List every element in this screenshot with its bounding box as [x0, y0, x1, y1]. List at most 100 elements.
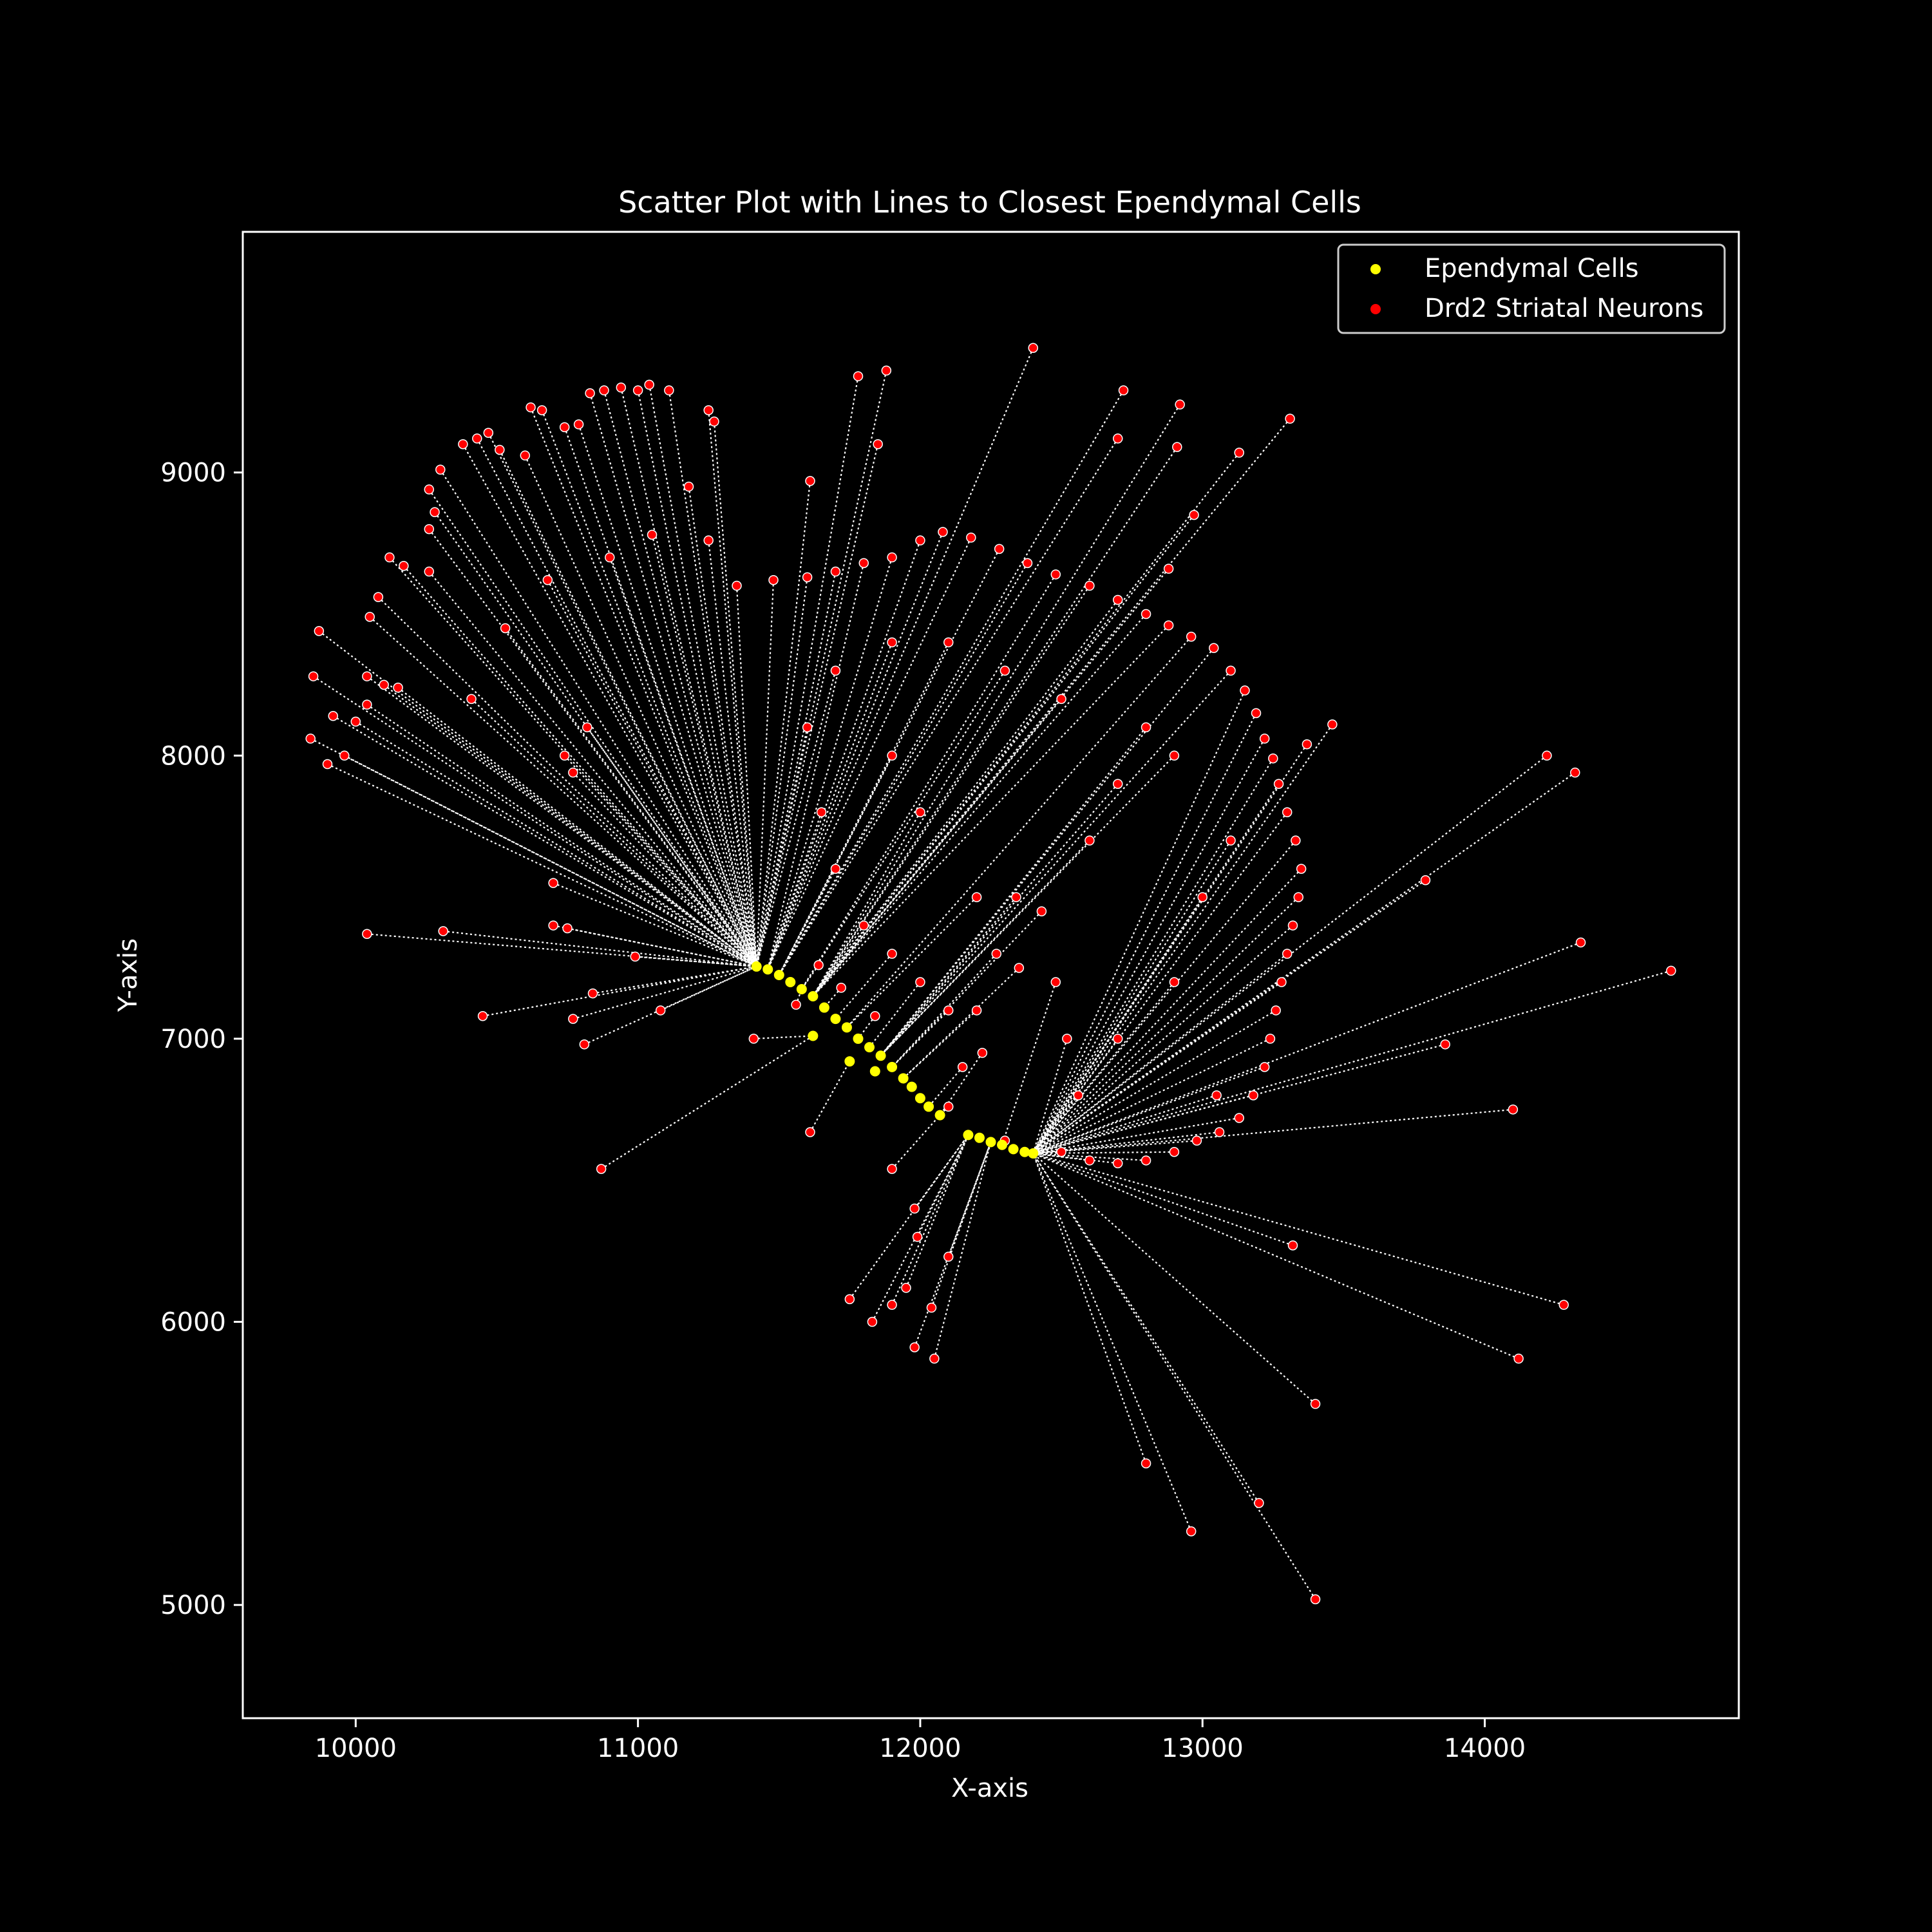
- neuron-point: [1327, 719, 1338, 730]
- ependymal-point: [963, 1130, 974, 1141]
- connector-line: [1032, 840, 1231, 1154]
- connector-line: [564, 426, 757, 967]
- neuron-point: [858, 920, 869, 931]
- connector-line: [778, 562, 1028, 976]
- neuron-point: [472, 433, 482, 444]
- connector-line: [812, 418, 1291, 997]
- connector-line: [905, 1134, 969, 1289]
- neuron-point: [362, 929, 372, 940]
- neuron-point: [1211, 1090, 1222, 1101]
- neuron-point: [644, 379, 654, 390]
- neuron-point: [683, 481, 694, 492]
- neuron-point: [1084, 1155, 1095, 1166]
- neuron-point: [966, 533, 976, 543]
- neuron-point: [1172, 442, 1182, 452]
- connector-line: [1033, 1152, 1118, 1164]
- connector-line: [609, 557, 757, 967]
- neuron-point: [1282, 949, 1293, 959]
- connector-line: [439, 469, 757, 967]
- connector-line: [812, 811, 921, 997]
- connector-line: [1032, 690, 1245, 1154]
- connector-line: [383, 684, 757, 967]
- neuron-point: [802, 722, 813, 733]
- neuron-point: [1191, 1135, 1202, 1146]
- neuron-point: [350, 716, 361, 727]
- connector-line: [1032, 724, 1333, 1154]
- neuron-point: [328, 710, 339, 721]
- neuron-point: [853, 371, 864, 381]
- neuron-point: [929, 1353, 940, 1364]
- ependymal-point: [898, 1073, 909, 1084]
- neuron-point: [599, 385, 609, 395]
- connector-line: [755, 727, 808, 967]
- neuron-point: [1062, 1034, 1072, 1044]
- neuron-point: [943, 637, 954, 648]
- neuron-point: [1014, 963, 1025, 973]
- ependymal-point: [853, 1033, 864, 1044]
- neuron-point: [1011, 892, 1021, 902]
- connector-line: [1032, 942, 1581, 1154]
- neuron-point: [365, 612, 375, 622]
- neuron-point: [1558, 1300, 1569, 1310]
- legend-label-neuron: Drd2 Striatal Neurons: [1425, 294, 1703, 323]
- neuron-point: [1112, 594, 1123, 605]
- ependymal-point: [1019, 1146, 1030, 1157]
- ependymal-point: [985, 1137, 996, 1148]
- neuron-point: [308, 671, 319, 681]
- neuron-point: [1028, 343, 1038, 353]
- connector-line: [332, 715, 757, 967]
- connector-line: [778, 641, 949, 976]
- ependymal-point: [906, 1081, 917, 1092]
- neuron-point: [830, 566, 841, 577]
- connector-line: [1001, 981, 1057, 1146]
- neuron-point: [938, 527, 948, 537]
- connector-line: [933, 1142, 992, 1359]
- connector-line: [812, 404, 1181, 997]
- neuron-point: [1276, 977, 1287, 987]
- neuron-point: [957, 1062, 968, 1072]
- connector-line: [318, 630, 757, 967]
- connector-line: [547, 580, 757, 967]
- neuron-point: [536, 405, 547, 415]
- neuron-point: [791, 999, 801, 1010]
- neuron-point: [887, 637, 897, 648]
- neuron-point: [483, 428, 494, 438]
- neuron-point: [813, 960, 824, 971]
- ependymal-point: [819, 1002, 829, 1013]
- neuron-point: [870, 1010, 880, 1021]
- neuron-point: [1141, 1155, 1151, 1166]
- neuron-point: [1234, 448, 1244, 458]
- neuron-point: [1226, 835, 1236, 846]
- neuron-point: [805, 476, 815, 486]
- neuron-point: [1287, 1240, 1298, 1251]
- neuron-point: [1420, 875, 1431, 886]
- neuron-point: [1112, 779, 1123, 790]
- neuron-point: [748, 1034, 759, 1044]
- neuron-point: [1163, 564, 1174, 574]
- neuron-point: [1073, 1090, 1084, 1101]
- ependymal-point: [923, 1101, 934, 1112]
- neuron-point: [435, 464, 446, 475]
- neuron-point: [1268, 753, 1278, 764]
- connector-line: [755, 670, 837, 967]
- connector-line: [880, 840, 1090, 1057]
- neuron-point: [1169, 1147, 1180, 1157]
- neuron-point: [867, 1316, 878, 1327]
- neuron-point: [873, 439, 883, 450]
- neuron-point: [339, 750, 350, 761]
- ependymal-point: [808, 1030, 819, 1041]
- neuron-point: [709, 416, 719, 427]
- connector-line: [1033, 1117, 1240, 1155]
- neuron-point: [616, 383, 627, 393]
- neuron-point: [585, 388, 595, 399]
- neuron-point: [1022, 558, 1033, 569]
- connector-line: [778, 438, 1119, 976]
- connector-line: [735, 585, 757, 967]
- legend-marker-neuron: [1370, 304, 1381, 314]
- neuron-point: [844, 1294, 855, 1305]
- neuron-point: [1050, 569, 1061, 580]
- neuron-point: [587, 988, 598, 999]
- neuron-point: [1163, 620, 1174, 630]
- neuron-point: [322, 759, 333, 770]
